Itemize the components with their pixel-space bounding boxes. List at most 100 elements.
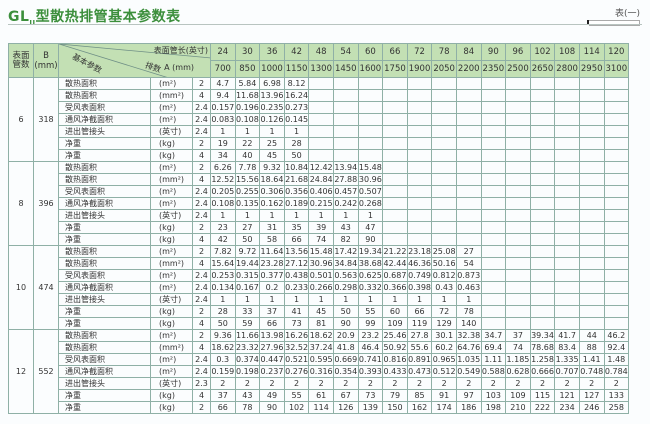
value-cell: 2 — [480, 377, 507, 390]
value-cell: 6.98 — [259, 77, 285, 90]
value-cell — [406, 197, 433, 210]
value-cell — [578, 293, 605, 306]
value-cell: 0.145 — [283, 113, 310, 126]
value-cell — [332, 89, 359, 102]
row-count: 2 — [192, 221, 211, 234]
length-mm: 2350 — [480, 60, 507, 78]
value-cell: 0.235 — [259, 101, 285, 114]
value-cell: 7.78 — [234, 161, 261, 174]
value-cell: 1 — [210, 125, 236, 138]
value-cell — [480, 125, 507, 138]
marker-bar — [589, 20, 640, 26]
value-cell: 1 — [332, 209, 359, 222]
value-cell: 99 — [357, 317, 384, 330]
param-unit: (kg) — [150, 401, 193, 414]
tube-count: 12 — [8, 329, 34, 414]
value-cell: 69.4 — [480, 341, 507, 354]
value-cell: 2 — [554, 377, 580, 390]
value-cell: 0.134 — [210, 281, 236, 294]
page-title: GLII型散热排管基本参数表 — [8, 9, 181, 27]
table-row: 进出管接头 (英寸) 2.4 1 1 1 1 — [9, 125, 630, 138]
row-count: 2.4 — [192, 185, 211, 198]
value-cell — [480, 197, 507, 210]
table-row: 8 396 散热面积 (m²) 2 6.26 7.78 9.32 10.84 12.42 13.94… — [8, 161, 630, 246]
length-inch: 60 — [357, 43, 384, 61]
value-cell: 66 — [210, 401, 236, 414]
value-cell — [578, 89, 605, 102]
value-cell — [603, 125, 630, 138]
value-cell: 129 — [431, 317, 457, 330]
param-unit: (英寸) — [150, 377, 193, 390]
value-cell — [578, 137, 605, 150]
value-cell — [480, 257, 507, 270]
param-name: 净重 — [58, 389, 151, 402]
value-cell: 1 — [283, 209, 310, 222]
length-mm: 1750 — [382, 60, 408, 78]
value-cell — [603, 245, 630, 258]
value-cell: 0.784 — [603, 365, 630, 378]
length-inch: 108 — [554, 43, 580, 61]
value-cell — [529, 257, 556, 270]
value-cell — [603, 137, 630, 150]
value-cell: 44 — [578, 329, 605, 342]
param-unit: (英寸) — [150, 125, 193, 138]
row-count: 2 — [192, 161, 211, 174]
value-cell — [578, 161, 605, 174]
value-cell: 15.48 — [308, 245, 334, 258]
param-unit: (m²) — [150, 197, 193, 210]
value-cell: 55 — [357, 305, 384, 318]
value-cell: 60 — [382, 305, 408, 318]
length-mm: 2500 — [505, 60, 531, 78]
value-cell — [332, 137, 359, 150]
value-cell — [480, 137, 507, 150]
value-cell: 186 — [455, 401, 482, 414]
table-row: 受风表面积 (m²) 2.4 0.253 0.315 0.377 0.438 0.501 0.5… — [9, 269, 630, 282]
value-cell — [455, 173, 482, 186]
value-cell: 92.4 — [603, 341, 630, 354]
param-name: 通风净截面积 — [58, 113, 151, 126]
value-cell: 102 — [283, 401, 310, 414]
value-cell: 27 — [234, 221, 261, 234]
value-cell — [554, 185, 580, 198]
value-cell: 0.2 — [259, 281, 285, 294]
row-count: 2.4 — [192, 113, 211, 126]
param-name: 散热面积 — [58, 245, 151, 258]
value-cell: 15.56 — [234, 173, 261, 186]
param-name: 散热面积 — [58, 341, 151, 354]
value-cell — [382, 233, 408, 246]
value-cell — [603, 221, 630, 234]
length-mm: 2950 — [578, 60, 605, 78]
length-inch: 120 — [603, 43, 630, 61]
value-cell: 0.741 — [357, 353, 384, 366]
value-cell: 43 — [234, 389, 261, 402]
value-cell: 198 — [480, 401, 507, 414]
value-cell: 27.12 — [283, 257, 310, 270]
value-cell: 0.205 — [210, 185, 236, 198]
length-inch: 114 — [578, 43, 605, 61]
value-cell: 162 — [406, 401, 433, 414]
value-cell: 2 — [234, 377, 261, 390]
table-row: 净重 (kg) 4 37 43 49 55 61 67 73 79 85 91 97 103 109 115 12… — [9, 389, 630, 402]
value-cell: 11.64 — [259, 245, 285, 258]
param-unit: (英寸) — [150, 293, 193, 306]
value-cell — [578, 257, 605, 270]
value-cell: 13.96 — [259, 89, 285, 102]
value-cell: 0.083 — [210, 113, 236, 126]
value-cell: 0.157 — [210, 101, 236, 114]
value-cell: 45 — [308, 305, 334, 318]
value-cell: 114 — [308, 401, 334, 414]
value-cell — [406, 89, 433, 102]
param-unit: (mm²) — [150, 173, 193, 186]
value-cell: 1.335 — [554, 353, 580, 366]
param-unit: (kg) — [150, 149, 193, 162]
value-cell — [603, 209, 630, 222]
value-cell: 46.2 — [603, 329, 630, 342]
value-cell: 91 — [431, 389, 457, 402]
param-name: 进出管接头 — [58, 125, 151, 138]
value-cell — [357, 77, 384, 90]
value-cell — [357, 137, 384, 150]
value-cell: 21.22 — [382, 245, 408, 258]
value-cell: 0.816 — [382, 353, 408, 366]
value-cell: 0.198 — [234, 365, 261, 378]
value-cell: 0.749 — [406, 269, 433, 282]
